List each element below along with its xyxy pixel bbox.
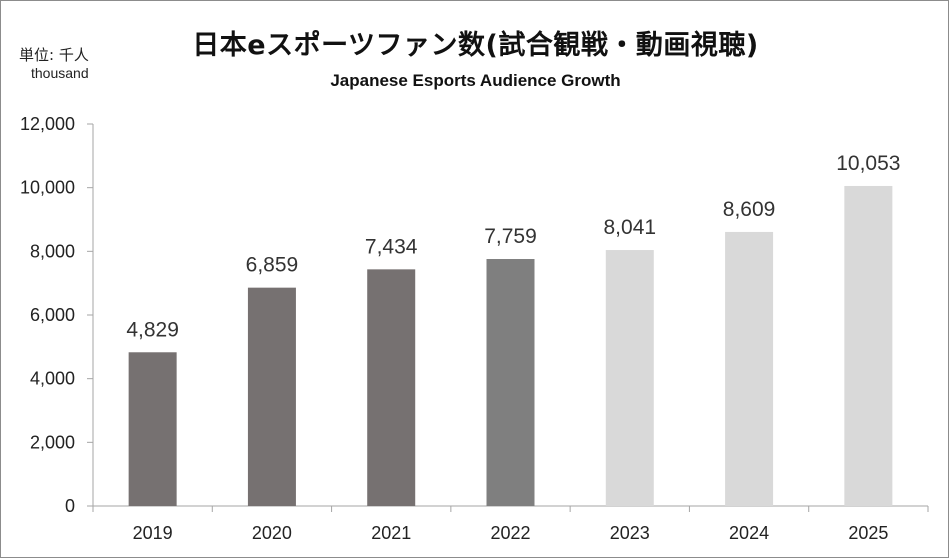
data-label: 7,759 <box>484 225 537 248</box>
bar-2025 <box>844 185 893 507</box>
chart-subtitle: Japanese Esports Audience Growth <box>330 71 621 90</box>
data-label: 8,609 <box>723 198 776 221</box>
y-tick-label: 0 <box>65 496 75 516</box>
data-label: 10,053 <box>836 152 900 175</box>
x-tick-label: 2025 <box>848 523 888 543</box>
data-labels: 4,829 6,859 7,434 7,759 8,041 8,609 10,053 <box>126 152 900 341</box>
chart-title: 日本eスポーツファン数(試合観戦・動画視聴) <box>192 30 759 61</box>
x-tick-label: 2022 <box>490 523 530 543</box>
bars <box>128 185 893 507</box>
x-tick-label: 2021 <box>371 523 411 543</box>
y-tick-label: 6,000 <box>30 305 75 325</box>
data-label: 8,041 <box>604 216 657 239</box>
y-tick-label: 2,000 <box>30 432 75 452</box>
bar-2021 <box>367 269 416 506</box>
x-tick-label: 2024 <box>729 523 769 543</box>
bar-2019 <box>128 352 177 506</box>
data-label: 6,859 <box>246 254 299 277</box>
y-tick-label: 4,000 <box>30 369 75 389</box>
y-tick-label: 12,000 <box>20 114 75 134</box>
unit-label: 単位: 千人 <box>19 46 89 64</box>
x-tick-label: 2023 <box>610 523 650 543</box>
x-tick-label: 2019 <box>133 523 173 543</box>
axes: 0 2,000 4,000 6,000 8,000 10,000 12,000 2019 202… <box>20 114 929 543</box>
bar-2020 <box>247 287 296 506</box>
data-label: 7,434 <box>365 235 418 258</box>
unit-label-en: thousand <box>31 65 89 81</box>
bar-2022 <box>486 259 535 506</box>
y-tick-label: 10,000 <box>20 178 75 198</box>
data-label: 4,829 <box>126 318 179 341</box>
bar-2023 <box>605 250 654 506</box>
x-tick-label: 2020 <box>252 523 292 543</box>
bar-2024 <box>725 231 774 506</box>
y-tick-label: 8,000 <box>30 241 75 261</box>
